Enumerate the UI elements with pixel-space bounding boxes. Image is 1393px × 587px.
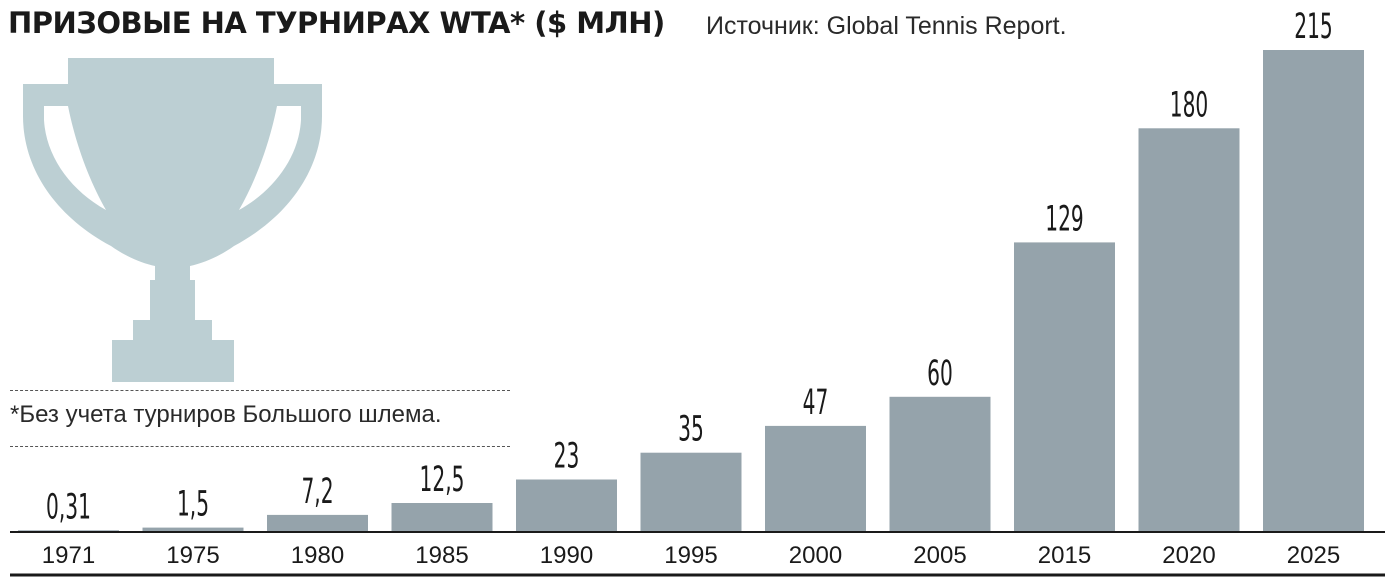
x-tick-1971: 1971 (42, 542, 95, 569)
x-tick-2020: 2020 (1162, 542, 1215, 569)
x-tick-1975: 1975 (166, 542, 219, 569)
value-label-1985: 12,5 (420, 458, 465, 500)
bar-2005 (889, 396, 991, 531)
trophy-shape (23, 58, 322, 382)
value-label-2005: 60 (927, 352, 953, 394)
value-label-1990: 23 (554, 434, 580, 476)
source-note: Источник: Global Tennis Report. (706, 12, 1067, 40)
bar-1975 (142, 527, 244, 531)
value-label-2015: 129 (1045, 197, 1083, 239)
x-tick-2015: 2015 (1038, 542, 1091, 569)
x-tick-2000: 2000 (789, 542, 842, 569)
value-labels-layer: 0,31 1,5 7,2 12,5 23 35 47 60 129 180 215 (46, 5, 1333, 527)
x-tick-1985: 1985 (415, 542, 468, 569)
bar-2020 (1138, 128, 1240, 532)
value-label-1980: 7,2 (301, 470, 333, 512)
trophy-icon (23, 58, 322, 382)
x-tick-2005: 2005 (913, 542, 966, 569)
bars-layer (18, 50, 1364, 532)
x-tick-2025: 2025 (1287, 542, 1340, 569)
value-label-1975: 1,5 (177, 483, 209, 525)
value-label-2025: 215 (1294, 5, 1332, 47)
x-tick-1995: 1995 (664, 542, 717, 569)
x-tick-labels-layer: 1971 1975 1980 1985 1990 1995 2000 2005 2015 2020… (42, 542, 1340, 569)
bar-1980 (267, 514, 368, 531)
chart-title: ПРИЗОВЫЕ НА ТУРНИРАХ WTA* ($ МЛН) (8, 6, 665, 40)
value-label-2000: 47 (803, 381, 829, 423)
footnote: *Без учета турниров Большого шлема. (10, 401, 442, 428)
x-tick-1980: 1980 (291, 542, 344, 569)
bar-2025 (1263, 50, 1364, 531)
value-label-2020: 180 (1170, 83, 1208, 125)
bar-2015 (1014, 242, 1115, 531)
footnote-divider-bottom (10, 446, 510, 447)
bar-1985 (391, 503, 493, 531)
x-tick-1990: 1990 (540, 542, 593, 569)
bar-1990 (516, 479, 617, 531)
bar-2000 (765, 425, 866, 531)
value-label-1971: 0,31 (46, 485, 91, 527)
value-label-1995: 35 (678, 408, 704, 450)
bar-1995 (640, 452, 742, 531)
footnote-divider-top (10, 390, 510, 391)
